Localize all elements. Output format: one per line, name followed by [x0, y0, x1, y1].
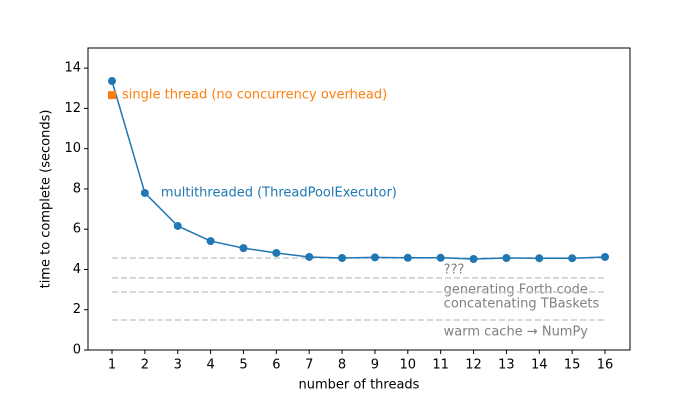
point — [502, 253, 511, 262]
point — [140, 188, 149, 197]
series-label: single thread (no concurrency overhead) — [122, 88, 387, 103]
y-tick-label: 4 — [73, 262, 81, 277]
x-tick-label: 1 — [108, 358, 116, 373]
x-tick-label: 4 — [206, 358, 214, 373]
y-tick-label: 12 — [64, 101, 81, 116]
x-tick-label: 12 — [465, 358, 482, 373]
point — [436, 253, 445, 262]
point — [239, 244, 248, 253]
x-tick-label: 11 — [432, 358, 449, 373]
x-tick-label: 10 — [400, 358, 417, 373]
reference-label: generating Forth code — [444, 282, 588, 297]
reference-label: warm cache → NumPy — [444, 325, 589, 340]
reference-label: ??? — [444, 262, 465, 277]
x-tick-label: 15 — [564, 358, 581, 373]
plot-frame — [87, 47, 631, 351]
series-line — [111, 80, 606, 260]
point — [535, 254, 544, 263]
point — [107, 91, 116, 100]
point — [469, 254, 478, 263]
x-tick-label: 7 — [305, 358, 313, 373]
point — [305, 252, 314, 261]
y-tick-label: 10 — [64, 141, 81, 156]
y-tick-label: 14 — [64, 61, 81, 76]
series-label: multithreaded (ThreadPoolExecutor) — [161, 185, 397, 200]
y-tick-label: 8 — [73, 181, 81, 196]
x-tick-label: 2 — [141, 358, 149, 373]
y-axis-label: time to complete (seconds) — [39, 110, 54, 289]
point — [107, 77, 116, 86]
x-tick-label: 6 — [272, 358, 280, 373]
x-tick-label: 5 — [239, 358, 247, 373]
point — [370, 253, 379, 262]
point — [338, 253, 347, 262]
x-axis-label: number of threads — [299, 378, 420, 393]
y-tick-label: 2 — [73, 302, 81, 317]
x-tick-label: 14 — [531, 358, 548, 373]
x-tick-label: 3 — [174, 358, 182, 373]
x-tick-label: 8 — [338, 358, 346, 373]
y-tick-label: 0 — [73, 343, 81, 358]
y-tick-label: 6 — [73, 222, 81, 237]
point — [173, 221, 182, 230]
point — [206, 237, 215, 246]
point — [568, 254, 577, 263]
x-tick-label: 13 — [498, 358, 515, 373]
point — [601, 252, 610, 261]
x-tick-label: 16 — [597, 358, 614, 373]
point — [403, 253, 412, 262]
point — [272, 248, 281, 257]
reference-label: concatenating TBaskets — [444, 297, 600, 312]
x-tick-label: 9 — [371, 358, 379, 373]
